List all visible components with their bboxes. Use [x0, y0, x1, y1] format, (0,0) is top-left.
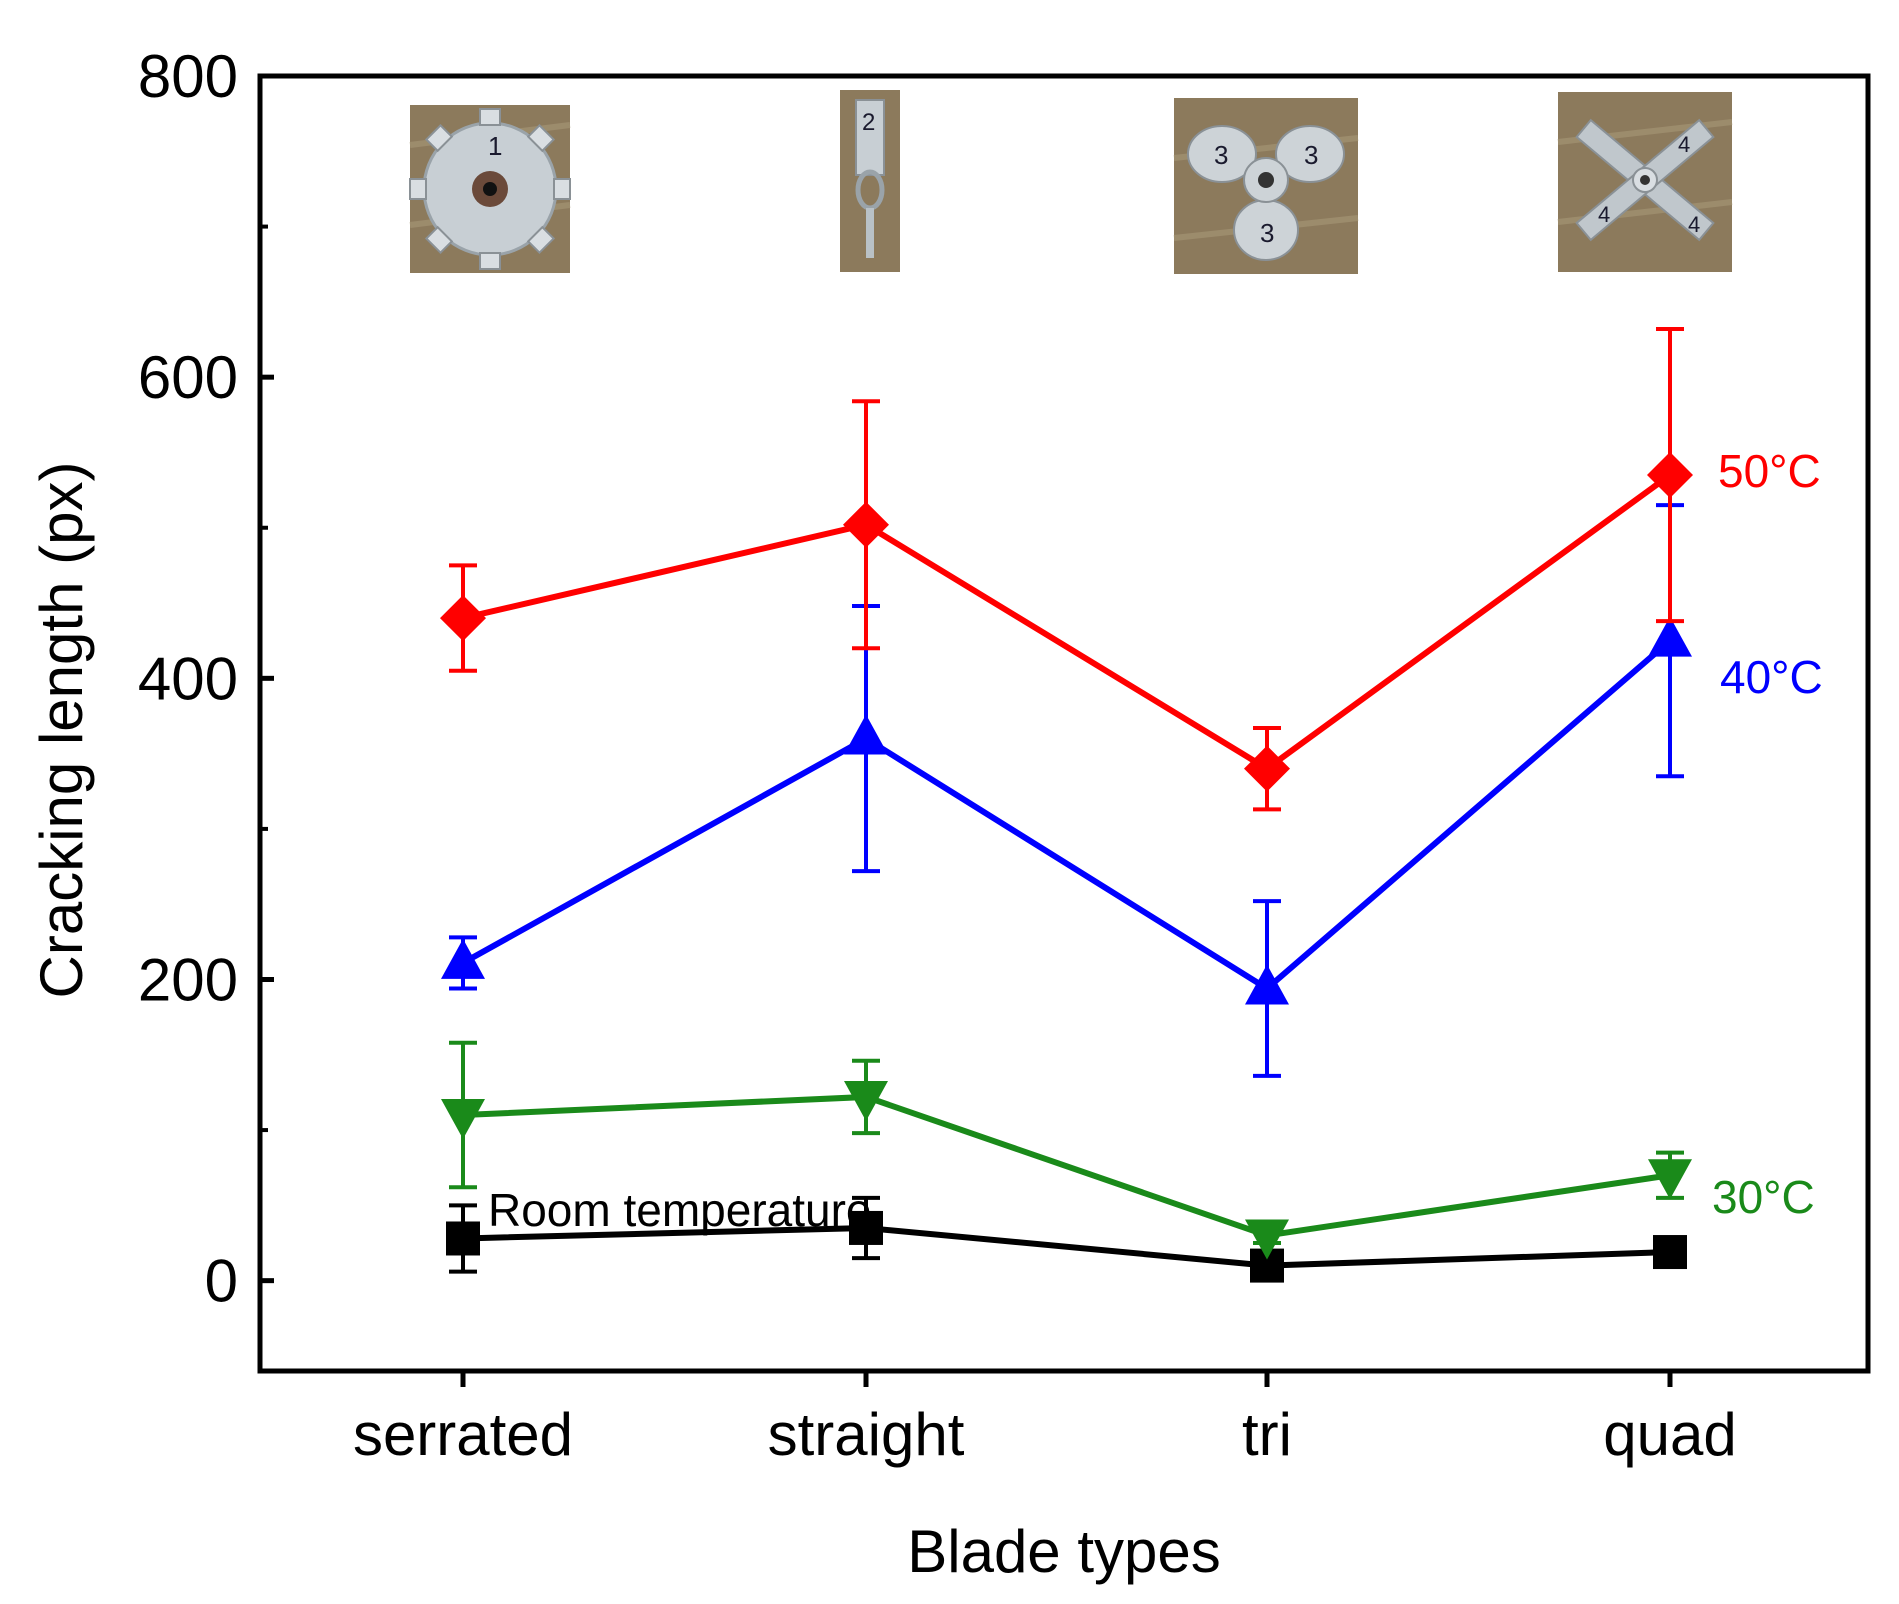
data-point-diamond: [843, 501, 889, 548]
straight-blade-photo: 2: [840, 90, 900, 272]
x-tick-label: serrated: [353, 1401, 573, 1468]
data-point-triangle-up: [1245, 964, 1289, 1005]
data-point-triangle-down: [441, 1099, 485, 1140]
tri-photo-label-1: 3: [1214, 140, 1228, 170]
y-tick-label: 0: [205, 1248, 238, 1315]
y-axis-title: Cracking length (px): [28, 462, 95, 999]
tri-photo-label-2: 3: [1304, 140, 1318, 170]
x-axis-title: Blade types: [907, 1518, 1221, 1585]
y-tick-label: 200: [138, 946, 238, 1013]
data-point-square: [849, 1210, 883, 1245]
data-point-triangle-down: [1245, 1219, 1289, 1260]
tri-photo-label-3: 3: [1260, 218, 1274, 248]
data-point-diamond: [1244, 745, 1290, 792]
y-tick-label: 600: [138, 344, 238, 411]
data-point-diamond: [1647, 452, 1693, 499]
data-point-square: [446, 1221, 480, 1256]
series-label-50c: 50°C: [1718, 445, 1821, 497]
serrated-photo-label: 1: [488, 131, 502, 161]
series-30c: [441, 1040, 1692, 1260]
quad-blade-photo: 4 4 4: [1557, 92, 1733, 272]
data-point-square: [1653, 1235, 1687, 1270]
serrated-blade-photo: 1: [409, 105, 571, 273]
series-label-30c: 30°C: [1712, 1171, 1815, 1223]
series-40c: [441, 503, 1692, 1078]
data-point-triangle-up: [441, 938, 485, 979]
series-label-room-temperature: Room temperature: [488, 1184, 872, 1236]
x-tick-label: quad: [1603, 1401, 1736, 1468]
x-tick-label: straight: [768, 1401, 965, 1468]
data-point-triangle-up: [1648, 616, 1692, 657]
data-point-triangle-down: [844, 1080, 888, 1121]
series-layer: [440, 326, 1693, 1283]
plot-frame: [257, 73, 1871, 1374]
data-point-triangle-down: [1648, 1159, 1692, 1200]
series-line-40c: [461, 638, 1672, 993]
tri-blade-photo: 3 3 3: [1173, 98, 1359, 274]
data-point-triangle-up: [844, 714, 888, 755]
inset-photos: 1 2 3 3 3: [409, 90, 1733, 274]
series-line-50c: [462, 472, 1672, 773]
series-line-room-temperature: [462, 1224, 1671, 1269]
y-tick-label: 800: [138, 43, 238, 110]
series-line-30c: [462, 1093, 1671, 1239]
y-tick-label: 400: [138, 645, 238, 712]
quad-photo-label-2: 4: [1598, 202, 1610, 227]
series-50c: [440, 326, 1693, 812]
data-point-diamond: [440, 595, 486, 642]
quad-photo-label-1: 4: [1678, 132, 1690, 157]
series-label-40c: 40°C: [1720, 651, 1823, 703]
quad-photo-label-3: 4: [1688, 212, 1700, 237]
x-tick-label: tri: [1242, 1401, 1292, 1468]
axis-ticks: 0 200 400 600 800 serrated straight tri quad: [138, 43, 1737, 1468]
series-room-temperature: [446, 1195, 1687, 1283]
straight-photo-label: 2: [862, 109, 875, 136]
